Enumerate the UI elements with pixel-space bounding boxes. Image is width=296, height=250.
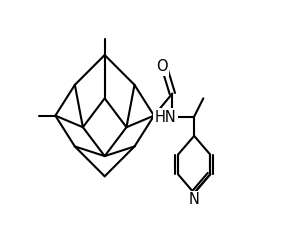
Text: N: N (189, 192, 200, 207)
Text: HN: HN (155, 110, 176, 124)
Text: O: O (156, 60, 168, 74)
